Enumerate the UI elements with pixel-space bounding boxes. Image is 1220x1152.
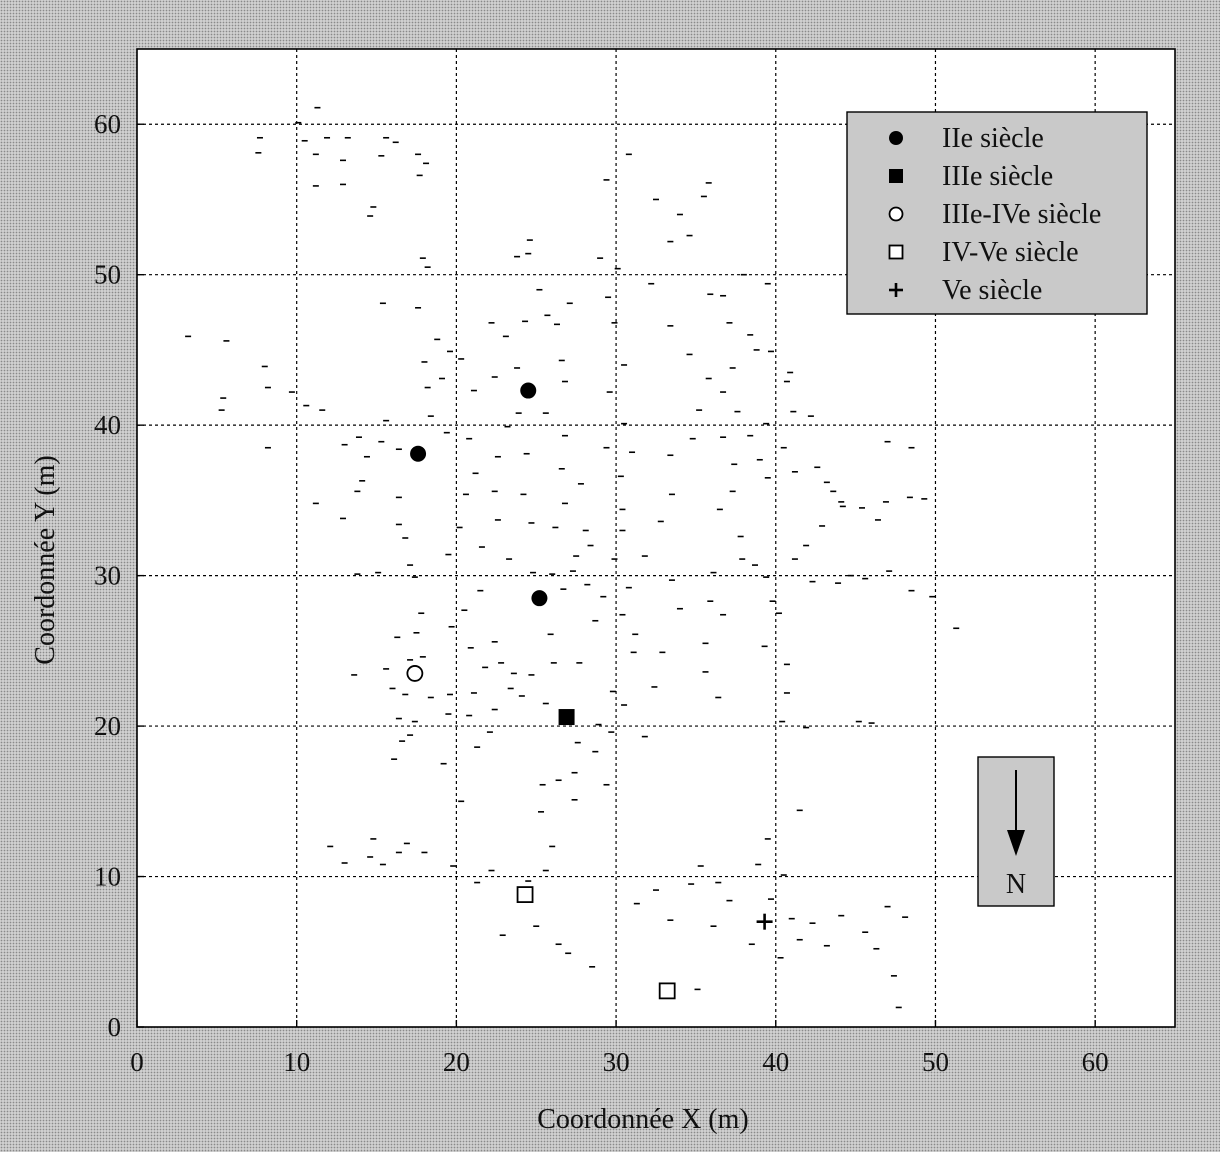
y-axis-title: Coordonnée Y (m) <box>30 455 61 664</box>
x-tick-label-30: 30 <box>603 1047 630 1077</box>
y-tick-label-50: 50 <box>94 260 121 290</box>
data-point-filled-circle-3 <box>531 590 548 607</box>
legend-label-iie: IIe siècle <box>942 123 1044 154</box>
data-point-open-circle-1 <box>406 665 424 682</box>
north-arrow-compass: N <box>977 756 1055 907</box>
y-tick-label-0: 0 <box>108 1012 122 1042</box>
legend-marker-open-square <box>888 244 904 260</box>
axis-ticks: 0 10 20 30 40 50 60 0 10 20 30 40 50 60 <box>94 109 1109 1077</box>
x-tick-label-20: 20 <box>443 1047 470 1077</box>
x-tick-label-0: 0 <box>130 1047 144 1077</box>
x-axis-title: Coordonnée X (m) <box>537 1104 749 1135</box>
y-tick-label-10: 10 <box>94 862 121 892</box>
legend-markers <box>888 131 904 297</box>
y-tick-label-20: 20 <box>94 711 121 741</box>
legend-label-iiie: IIIe siècle <box>942 161 1053 192</box>
legend-marker-open-circle <box>888 206 904 222</box>
data-point-filled-circle-2 <box>520 382 537 399</box>
data-point-filled-circle-1 <box>410 445 427 462</box>
legend-label-iiie-ive: IIIe-IVe siècle <box>942 199 1101 230</box>
y-tick-label-30: 30 <box>94 561 121 591</box>
data-point-open-square-2 <box>658 982 676 1000</box>
y-tick-label-60: 60 <box>94 109 121 139</box>
data-point-open-square-1 <box>516 886 534 903</box>
legend-label-ve: Ve siècle <box>942 275 1042 306</box>
x-tick-label-50: 50 <box>922 1047 949 1077</box>
arrow-head-icon <box>1007 830 1025 856</box>
data-point-filled-square-1 <box>558 709 575 726</box>
data-point-plus-1 <box>756 913 773 930</box>
compass-north-label: N <box>1006 869 1026 900</box>
y-tick-label-40: 40 <box>94 410 121 440</box>
data-markers <box>406 382 773 1000</box>
legend-marker-filled-square <box>889 169 903 183</box>
legend-marker-plus <box>889 283 903 297</box>
x-tick-label-60: 60 <box>1082 1047 1109 1077</box>
legend-marker-filled-circle <box>889 131 903 145</box>
legend-label-iv-ve: IV-Ve siècle <box>942 237 1079 268</box>
x-tick-label-10: 10 <box>283 1047 310 1077</box>
x-tick-label-40: 40 <box>762 1047 789 1077</box>
legend: IIe siècle IIIe siècle IIIe-IVe siècle I… <box>846 111 1148 315</box>
background-dashes <box>185 106 960 1009</box>
